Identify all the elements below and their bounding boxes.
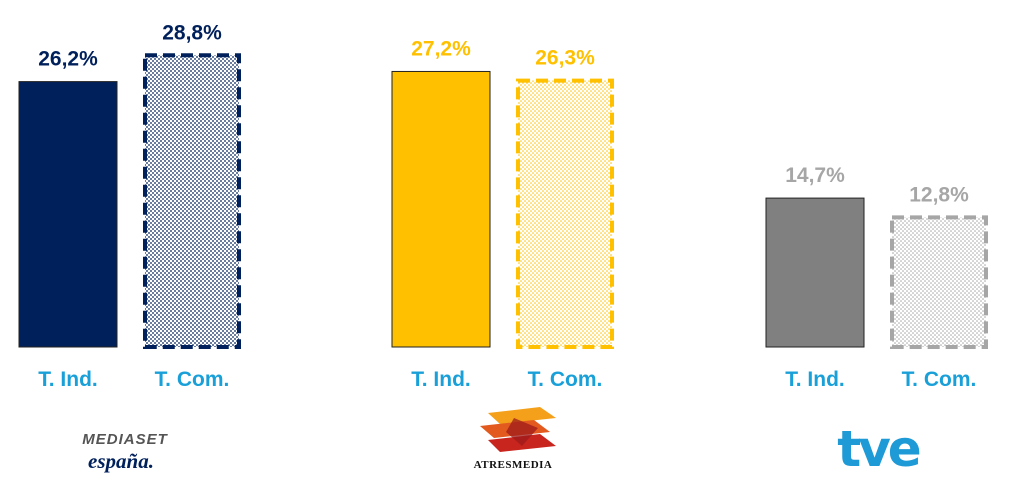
atresmedia-category-label-com: T. Com. xyxy=(528,368,603,391)
atresmedia-logo: ATRESMEDIA xyxy=(474,407,556,471)
mediaset-value-label-com: 28,8% xyxy=(162,21,222,44)
mediaset-category-label-com: T. Com. xyxy=(155,368,230,391)
bars-layer xyxy=(18,53,988,350)
atresmedia-value-label-com: 26,3% xyxy=(535,47,595,70)
mediaset-bar-com xyxy=(143,53,241,349)
tve-bar-ind xyxy=(765,197,865,348)
mediaset-logo-text-top: MEDIASET xyxy=(82,431,168,448)
atresmedia-logo-center xyxy=(506,418,538,446)
atresmedia-bar-com xyxy=(516,78,614,350)
tve-value-label-ind: 14,7% xyxy=(785,164,845,187)
mediaset-category-label-ind: T. Ind. xyxy=(38,368,98,391)
atresmedia-bar-ind xyxy=(391,70,491,348)
tve-logo-text: tve xyxy=(837,420,919,477)
atresmedia-category-label-ind: T. Ind. xyxy=(411,368,471,391)
atresmedia-value-label-ind: 27,2% xyxy=(411,37,471,60)
tve-logo: tve xyxy=(837,420,922,477)
tve-category-label-com: T. Com. xyxy=(902,368,977,391)
mediaset-value-label-ind: 26,2% xyxy=(38,48,98,71)
atresmedia-logo-text: ATRESMEDIA xyxy=(474,459,553,471)
mediaset-logo-text-bottom: españa. xyxy=(88,449,154,473)
tve-bar-com xyxy=(890,215,988,349)
atresmedia-logo-stripe-1 xyxy=(488,407,556,424)
labels-layer: 26,2% T. Ind. 28,8% T. Com. 27,2% T. Ind. 26,3… xyxy=(38,21,976,391)
tve-value-label-com: 12,8% xyxy=(909,183,969,206)
tve-category-label-ind: T. Ind. xyxy=(785,368,845,391)
mediaset-bar-ind xyxy=(18,81,118,348)
mediaset-logo: MEDIASET españa. xyxy=(82,431,168,473)
